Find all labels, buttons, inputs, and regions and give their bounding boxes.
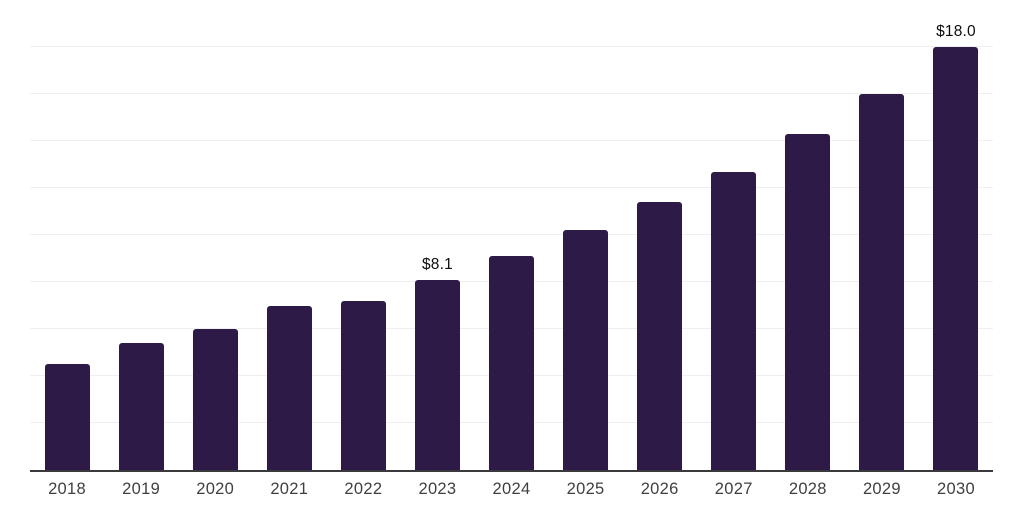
x-tick-label-2018: 2018 bbox=[48, 480, 86, 498]
bar-2019 bbox=[118, 343, 164, 470]
bar-value-label-2030: $18.0 bbox=[936, 23, 976, 40]
bar-slot-2020 bbox=[178, 0, 252, 470]
bar-slot-2030: $18.0 bbox=[919, 0, 993, 470]
x-axis-line bbox=[30, 470, 993, 472]
bar-2029 bbox=[859, 94, 905, 470]
x-tick-label-2029: 2029 bbox=[862, 480, 901, 498]
bars-layer: $8.1 $18.0 bbox=[30, 0, 993, 470]
bar-2025 bbox=[563, 230, 609, 470]
bar-2020 bbox=[192, 329, 238, 470]
x-tick-label-2027: 2027 bbox=[714, 480, 753, 498]
x-tick-label-2026: 2026 bbox=[640, 480, 679, 498]
bar-2028 bbox=[785, 133, 831, 470]
bar-2024 bbox=[489, 256, 534, 470]
bar-slot-2025 bbox=[549, 0, 623, 470]
bar-slot-2026 bbox=[623, 0, 697, 470]
bar-slot-2022 bbox=[326, 0, 400, 470]
bar-2023 bbox=[414, 279, 460, 470]
gridline bbox=[30, 46, 993, 47]
gridline bbox=[30, 93, 993, 94]
x-tick-label-2025: 2025 bbox=[566, 480, 605, 498]
gridline bbox=[30, 187, 993, 188]
bar-slot-2029 bbox=[845, 0, 919, 470]
x-axis-labels: 2018 2019 2020 2021 2022 2023 2024 2025 2026 2027… bbox=[30, 480, 993, 499]
bar-slot-2027 bbox=[697, 0, 771, 470]
plot-area: $8.1 $18.0 bbox=[30, 0, 993, 472]
x-tick-label-2019: 2019 bbox=[122, 480, 161, 498]
x-tick-label-2020: 2020 bbox=[196, 480, 235, 498]
bar-value-label-2023: $8.1 bbox=[421, 255, 453, 273]
x-tick-label-2030: 2030 bbox=[937, 480, 975, 498]
x-tick-label-2028: 2028 bbox=[788, 480, 827, 498]
x-tick-label-2021: 2021 bbox=[270, 480, 309, 498]
x-tick-label-2022: 2022 bbox=[344, 480, 383, 498]
x-tick-label-2024: 2024 bbox=[492, 480, 531, 498]
gridline bbox=[30, 140, 993, 141]
bar-2022 bbox=[340, 300, 386, 470]
bar-2030 bbox=[933, 47, 979, 470]
bar-slot-2028 bbox=[771, 0, 845, 470]
bar-slot-2023: $8.1 bbox=[400, 0, 474, 470]
x-tick-label-2023: 2023 bbox=[418, 480, 457, 498]
bar-2026 bbox=[637, 202, 683, 470]
bar-slot-2018 bbox=[30, 0, 104, 470]
bar-slot-2021 bbox=[252, 0, 326, 470]
bar-2021 bbox=[266, 305, 312, 470]
bar-slot-2024 bbox=[474, 0, 548, 470]
bar-2027 bbox=[711, 171, 757, 470]
bar-slot-2019 bbox=[104, 0, 178, 470]
bar-2018 bbox=[44, 364, 90, 470]
gridline bbox=[30, 234, 993, 235]
